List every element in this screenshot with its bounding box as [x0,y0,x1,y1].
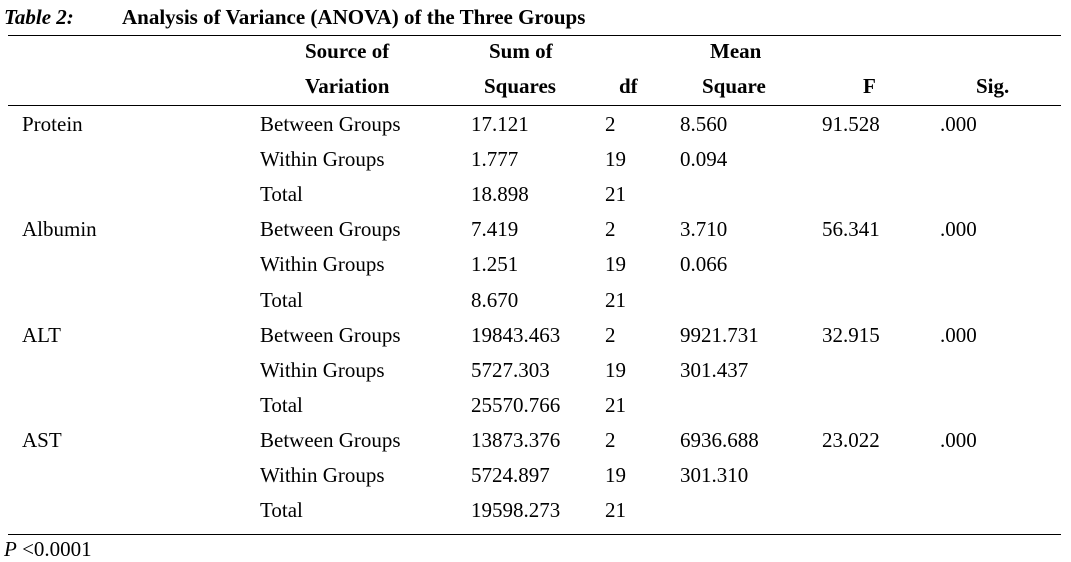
df-cell: 2 [605,323,616,347]
f-cell: 91.528 [822,112,880,136]
df-cell: 21 [605,393,626,417]
header-ss-line1: Sum of [489,39,553,63]
table-caption: Table 2: Analysis of Variance (ANOVA) of … [4,2,585,32]
source-cell: Between Groups [260,323,401,347]
f-cell: 32.915 [822,323,880,347]
sum-of-squares-cell: 7.419 [471,217,519,241]
bottom-rule [8,534,1061,535]
sum-of-squares-cell: 19843.463 [471,323,561,347]
mean-square-cell: 301.437 [680,358,749,382]
source-cell: Within Groups [260,463,385,487]
df-cell: 19 [605,147,626,171]
header-source-line1: Source of [305,39,390,63]
sum-of-squares-cell: 19598.273 [471,498,561,522]
group-cell: ALT [22,323,61,347]
source-cell: Within Groups [260,252,385,276]
group-cell: Protein [22,112,83,136]
df-cell: 2 [605,112,616,136]
header-f: F [863,74,876,98]
mean-square-cell: 9921.731 [680,323,759,347]
source-cell: Total [260,393,303,417]
df-cell: 19 [605,358,626,382]
mean-square-cell: 0.094 [680,147,728,171]
mean-square-cell: 6936.688 [680,428,759,452]
sig-cell: .000 [940,428,977,452]
table-label: Table 2: [4,5,74,29]
sig-cell: .000 [940,112,977,136]
df-cell: 2 [605,428,616,452]
sum-of-squares-cell: 18.898 [471,182,529,206]
f-cell: 56.341 [822,217,880,241]
sum-of-squares-cell: 1.251 [471,252,519,276]
df-cell: 21 [605,182,626,206]
sum-of-squares-cell: 5724.897 [471,463,550,487]
source-cell: Within Groups [260,147,385,171]
footnote-text: <0.0001 [16,537,92,561]
f-cell: 23.022 [822,428,880,452]
mean-square-cell: 301.310 [680,463,749,487]
group-cell: AST [22,428,62,452]
sum-of-squares-cell: 13873.376 [471,428,561,452]
table-title: Analysis of Variance (ANOVA) of the Thre… [122,5,586,29]
mean-square-cell: 3.710 [680,217,728,241]
sum-of-squares-cell: 5727.303 [471,358,550,382]
df-cell: 21 [605,288,626,312]
footnote-p-symbol: P [4,537,17,561]
df-cell: 21 [605,498,626,522]
header-ss-line2: Squares [484,74,556,98]
source-cell: Between Groups [260,217,401,241]
header-ms-line2: Square [702,74,766,98]
header-source-line2: Variation [305,74,390,98]
sum-of-squares-cell: 17.121 [471,112,529,136]
header-ms-line1: Mean [710,39,762,63]
mean-square-cell: 0.066 [680,252,728,276]
header-df: df [619,74,638,98]
df-cell: 19 [605,463,626,487]
footnote: P <0.0001 [4,536,92,562]
source-cell: Total [260,182,303,206]
sig-cell: .000 [940,217,977,241]
header-sig: Sig. [976,74,1010,98]
sum-of-squares-cell: 8.670 [471,288,519,312]
source-cell: Between Groups [260,112,401,136]
source-cell: Total [260,498,303,522]
sum-of-squares-cell: 1.777 [471,147,519,171]
source-cell: Within Groups [260,358,385,382]
mean-square-cell: 8.560 [680,112,728,136]
top-rule [8,35,1061,36]
sum-of-squares-cell: 25570.766 [471,393,561,417]
source-cell: Total [260,288,303,312]
sig-cell: .000 [940,323,977,347]
header-rule [8,105,1061,106]
group-cell: Albumin [22,217,97,241]
source-cell: Between Groups [260,428,401,452]
df-cell: 19 [605,252,626,276]
df-cell: 2 [605,217,616,241]
